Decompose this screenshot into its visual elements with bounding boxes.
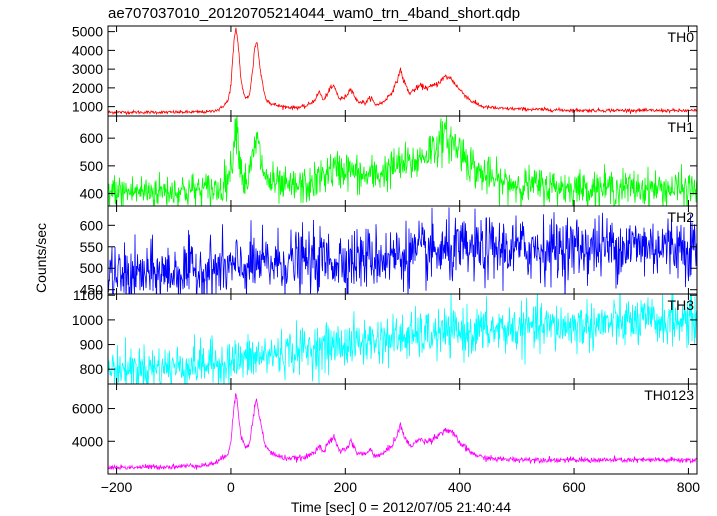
x-axis-label: Time [sec] 0 = 2012/07/05 21:40:44 [291,499,511,515]
y-tick-label: 1000 [72,312,103,328]
panel-th0123: 4000 6000 TH0123 [72,383,698,475]
y-tick-label: 400 [80,186,104,202]
y-tick-label: 3000 [72,61,103,77]
y-tick-label: 4000 [72,433,103,449]
x-tick-label: −200 [101,479,133,495]
panel-th2: 450 500 550 600 TH2 [80,205,698,298]
y-tick-label: 2000 [72,80,103,96]
panel-frame [107,383,698,475]
panel-label-th2: TH2 [668,209,695,225]
y-tick-label: 800 [80,361,104,377]
panel-label-th3: TH3 [668,297,695,313]
chart-panels: 1000 2000 3000 4000 5000 TH0 400 500 600 TH1 450 50… [72,24,698,475]
panel-label-th1: TH1 [668,119,695,135]
y-tick-label: 600 [80,217,104,233]
y-tick-label: 1100 [73,287,103,303]
series-line-th0 [108,27,697,116]
x-tick-label: 200 [334,479,358,495]
x-tick-label: 400 [448,479,472,495]
y-tick-label: 550 [80,239,104,255]
x-tick-label: 800 [677,479,701,495]
y-tick-label: 4000 [72,42,103,58]
y-tick-label: 5000 [72,24,103,40]
panel-th3: 800 900 1000 1100 TH3 [72,287,698,385]
series-line-th1 [108,116,697,206]
y-tick-label: 6000 [72,401,103,417]
panel-frame [107,25,698,117]
panel-th0: 1000 2000 3000 4000 5000 TH0 [72,24,698,117]
chart-title: ae707037010_20120705214044_wam0_trn_4ban… [108,5,520,22]
y-tick-label: 600 [80,130,104,146]
series-line-th2 [108,207,697,294]
y-axis-label: Counts/sec [33,223,49,293]
panel-label-th0: TH0 [668,29,695,45]
x-axis-ticks: −200 0 200 400 600 800 [101,479,701,495]
series-line-th3 [108,294,697,384]
y-tick-label: 500 [80,158,104,174]
y-tick-label: 500 [80,260,104,276]
y-tick-label: 450 [80,282,104,298]
x-tick-label: 0 [227,479,235,495]
y-tick-label: 1000 [72,99,103,115]
x-tick-label: 600 [562,479,586,495]
y-tick-label: 900 [80,337,104,353]
series-line-th0123 [108,393,697,471]
panel-label-th0123: TH0123 [644,387,694,403]
